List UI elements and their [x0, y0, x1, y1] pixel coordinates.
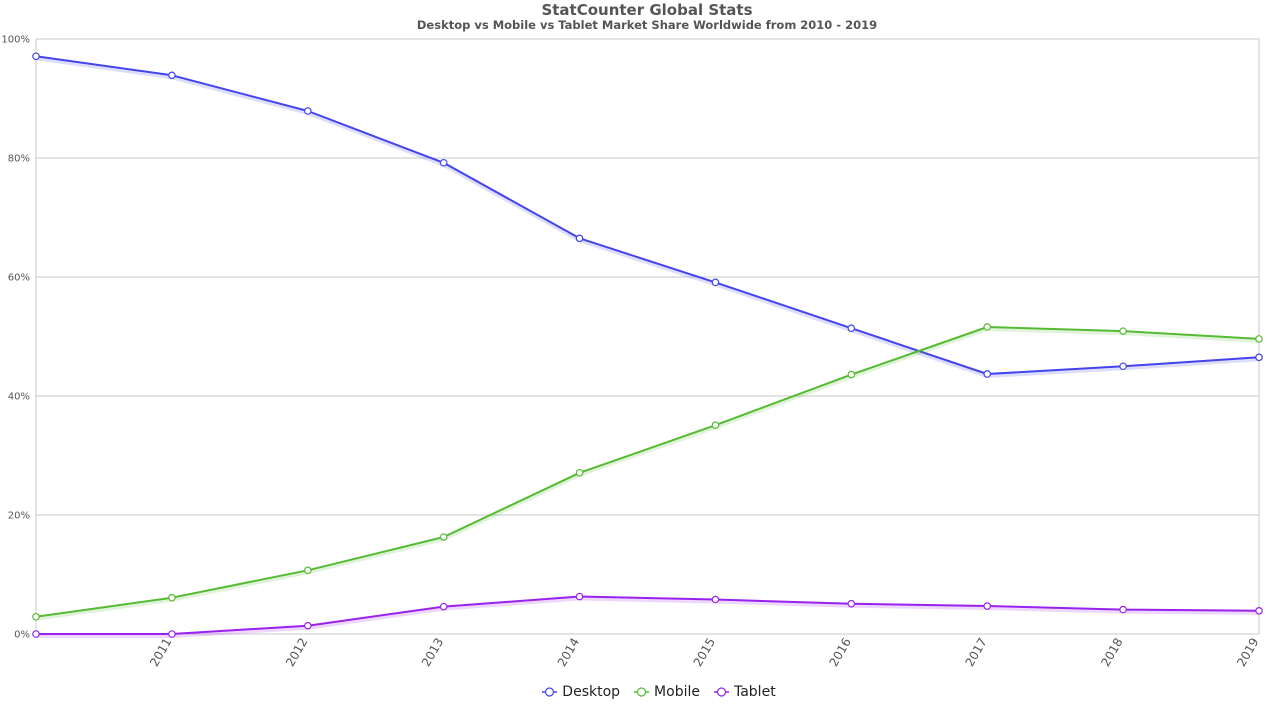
- chart-subtitle: Desktop vs Mobile vs Tablet Market Share…: [416, 18, 878, 32]
- data-point-mobile[interactable]: [1255, 335, 1263, 343]
- data-point-mobile[interactable]: [168, 593, 176, 602]
- data-point-mobile[interactable]: [847, 370, 856, 379]
- data-point-desktop[interactable]: [168, 71, 176, 80]
- series-shadow-mobile: [35, 326, 1260, 621]
- y-tick-label: 60%: [8, 273, 30, 284]
- legend-marker-icon: [542, 687, 558, 697]
- y-tick-label: 80%: [8, 154, 30, 165]
- data-point-tablet[interactable]: [847, 599, 856, 608]
- y-axis-ticks: 0% 20% 40% 60% 80% 100%: [1, 35, 30, 641]
- legend-label-desktop: Desktop: [562, 684, 621, 700]
- data-point-desktop[interactable]: [847, 324, 856, 332]
- data-point-tablet[interactable]: [1119, 605, 1127, 614]
- data-point-desktop[interactable]: [711, 278, 720, 287]
- series-lines: [35, 55, 1260, 638]
- data-point-tablet[interactable]: [711, 595, 720, 604]
- y-tick-label: 40%: [8, 392, 30, 403]
- series-shadow-tablet: [36, 596, 1260, 638]
- data-point-mobile[interactable]: [303, 566, 312, 575]
- x-tick-label: 2019: [1234, 636, 1261, 669]
- series-line-desktop: [35, 55, 1260, 375]
- x-axis-ticks: 2011 2012 2013 2014 2015 2016 2017 2018 2019: [147, 636, 1262, 669]
- data-point-tablet[interactable]: [983, 602, 992, 610]
- data-point-desktop[interactable]: [575, 234, 584, 243]
- legend-label-tablet: Tablet: [733, 684, 776, 700]
- y-tick-label: 100%: [1, 35, 30, 46]
- x-tick-label: 2014: [555, 636, 582, 669]
- x-tick-label: 2013: [419, 636, 446, 669]
- data-point-desktop[interactable]: [1119, 362, 1127, 371]
- data-point-desktop[interactable]: [439, 158, 448, 167]
- legend-item-desktop[interactable]: Desktop: [542, 684, 620, 700]
- legend: Desktop Mobile Tablet: [0, 684, 1280, 700]
- series-line-tablet: [36, 595, 1260, 635]
- series-shadow-desktop: [35, 56, 1260, 379]
- x-tick-label: 2017: [962, 636, 989, 669]
- data-point-mobile[interactable]: [439, 533, 448, 541]
- grid-lines: [35, 38, 1260, 635]
- x-tick-label: 2011: [147, 636, 174, 669]
- y-tick-label: 20%: [8, 511, 30, 522]
- series-line-mobile: [35, 326, 1260, 618]
- data-point-tablet[interactable]: [303, 621, 312, 630]
- x-tick-label: 2018: [1098, 636, 1125, 669]
- series-points: [32, 52, 1263, 638]
- data-point-mobile[interactable]: [575, 468, 584, 477]
- legend-marker-icon: [713, 687, 729, 697]
- chart-title: StatCounter Global Stats: [541, 1, 753, 19]
- legend-marker-icon: [634, 687, 650, 697]
- x-tick-label: 2015: [691, 636, 718, 669]
- data-point-mobile[interactable]: [1119, 327, 1127, 335]
- legend-item-mobile[interactable]: Mobile: [634, 684, 700, 700]
- data-point-tablet[interactable]: [439, 602, 448, 611]
- data-point-mobile[interactable]: [983, 323, 992, 331]
- x-tick-label: 2016: [827, 636, 854, 669]
- legend-item-tablet[interactable]: Tablet: [713, 684, 776, 700]
- data-point-mobile[interactable]: [711, 421, 720, 429]
- legend-label-mobile: Mobile: [654, 684, 700, 700]
- y-tick-label: 0%: [14, 630, 30, 641]
- data-point-tablet[interactable]: [575, 592, 584, 601]
- data-point-mobile[interactable]: [32, 612, 40, 621]
- data-point-tablet[interactable]: [32, 630, 40, 638]
- data-point-tablet[interactable]: [1255, 606, 1263, 615]
- data-point-tablet[interactable]: [168, 630, 176, 638]
- data-point-desktop[interactable]: [1255, 353, 1263, 362]
- data-point-desktop[interactable]: [303, 107, 312, 115]
- data-point-desktop[interactable]: [983, 370, 992, 378]
- x-tick-label: 2012: [283, 636, 310, 669]
- data-point-desktop[interactable]: [32, 52, 40, 61]
